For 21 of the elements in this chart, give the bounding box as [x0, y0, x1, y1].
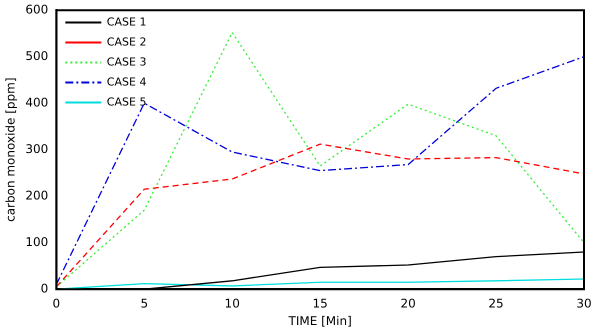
x-tick-label: 25 — [488, 296, 504, 311]
y-tick-label: 400 — [25, 95, 48, 110]
legend-label: CASE 1 — [106, 15, 146, 28]
x-tick-label: 5 — [140, 296, 148, 311]
y-tick-label: 200 — [25, 188, 48, 202]
legend-label: CASE 5 — [106, 95, 146, 108]
y-tick-label: 100 — [25, 234, 48, 249]
y-tick-label: 0 — [40, 281, 48, 296]
x-tick-label: 20 — [400, 296, 416, 311]
x-tick-label: 0 — [52, 296, 60, 311]
y-tick-label: 500 — [25, 48, 48, 63]
y-tick-label: 600 — [25, 2, 48, 16]
x-axis-title: TIME [Min] — [288, 314, 352, 328]
legend-label: CASE 4 — [106, 75, 146, 88]
x-tick-label: 15 — [312, 296, 328, 311]
y-tick-label: 300 — [25, 142, 48, 156]
x-tick-label: 10 — [224, 296, 240, 311]
legend-label: CASE 3 — [106, 55, 146, 68]
x-tick-label: 30 — [576, 296, 592, 311]
legend-label: CASE 2 — [106, 35, 146, 48]
y-axis-title: carbon monoxide [ppm] — [3, 77, 18, 222]
